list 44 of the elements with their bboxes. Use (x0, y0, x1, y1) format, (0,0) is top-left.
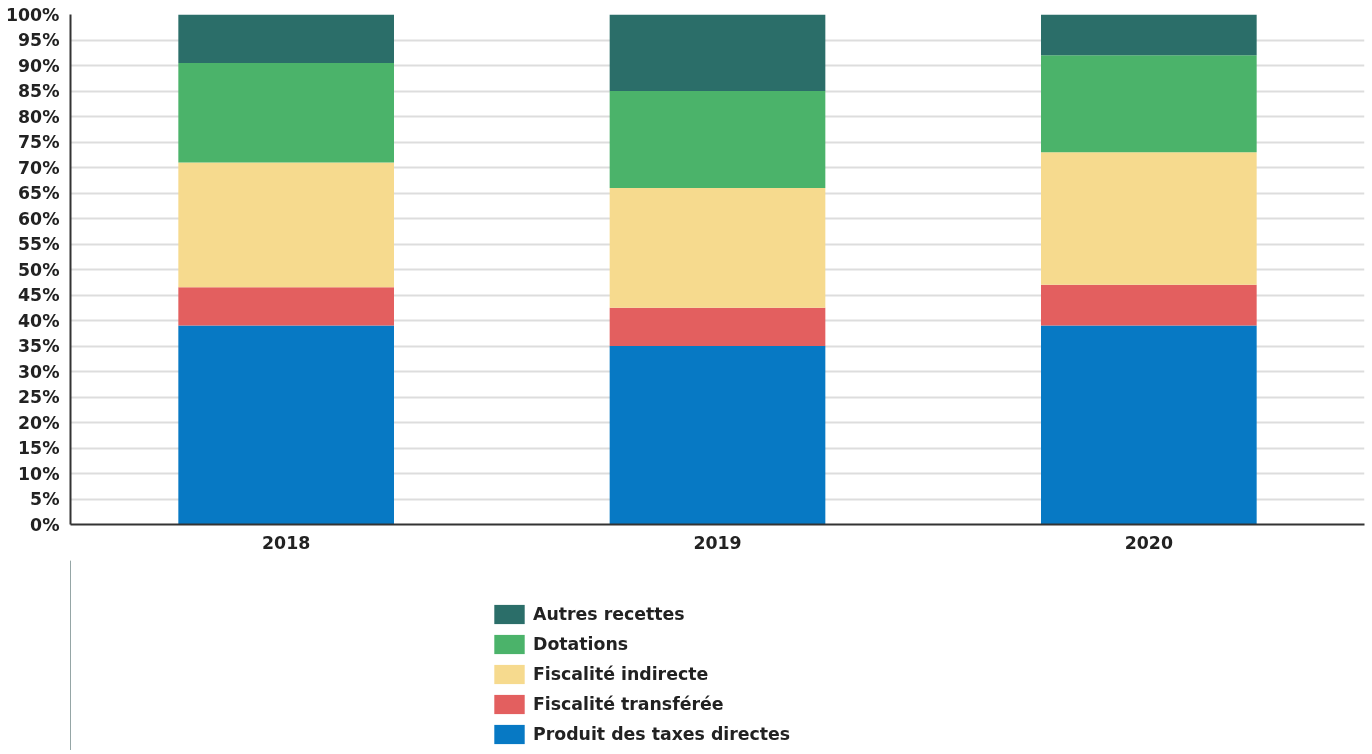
y-tick-label: 75% (18, 132, 60, 152)
bar (609, 346, 826, 525)
y-tick-label: 80% (18, 106, 60, 127)
bar (609, 307, 826, 346)
bar (178, 162, 394, 288)
bar (178, 62, 394, 163)
y-tick-label: 50% (18, 259, 60, 280)
bar (609, 187, 826, 308)
y-tick-label: 60% (18, 208, 60, 229)
y-tick-label: 40% (18, 310, 60, 331)
y-tick-label: 90% (18, 55, 60, 76)
bar (1041, 325, 1257, 525)
bar (1041, 152, 1257, 285)
y-tick-label: 20% (18, 412, 60, 433)
bar (609, 91, 826, 188)
bar (178, 287, 394, 326)
legend-label: Produit des taxes directes (533, 724, 791, 744)
y-tick-label: 30% (18, 361, 60, 382)
bar (609, 14, 826, 91)
bar (1041, 284, 1257, 326)
x-tick-label: 2018 (262, 532, 311, 553)
legend-label: Autres recettes (533, 604, 685, 624)
y-tick-label: 15% (18, 438, 60, 458)
x-tick-label: 2019 (693, 532, 742, 553)
bar (1041, 55, 1257, 153)
x-tick-label: 2020 (1124, 532, 1173, 553)
y-tick-label: 10% (18, 463, 60, 484)
y-tick-label: 5% (30, 489, 60, 509)
y-tick-label: 100% (5, 4, 60, 25)
bar (1041, 14, 1257, 56)
bar (178, 14, 394, 63)
y-tick-label: 25% (18, 387, 60, 407)
y-tick-label: 65% (18, 183, 60, 203)
y-tick-label: 85% (18, 81, 60, 101)
y-tick-label: 70% (18, 157, 60, 178)
legend-label: Dotations (533, 634, 629, 654)
y-tick-label: 95% (18, 30, 60, 50)
bar (178, 325, 394, 525)
y-tick-label: 0% (30, 514, 60, 535)
y-tick-label: 35% (18, 336, 60, 356)
y-tick-label: 55% (18, 234, 60, 254)
legend-label: Fiscalité transférée (533, 694, 724, 714)
legend-label: Fiscalité indirecte (533, 664, 709, 684)
y-tick-label: 45% (18, 285, 60, 305)
